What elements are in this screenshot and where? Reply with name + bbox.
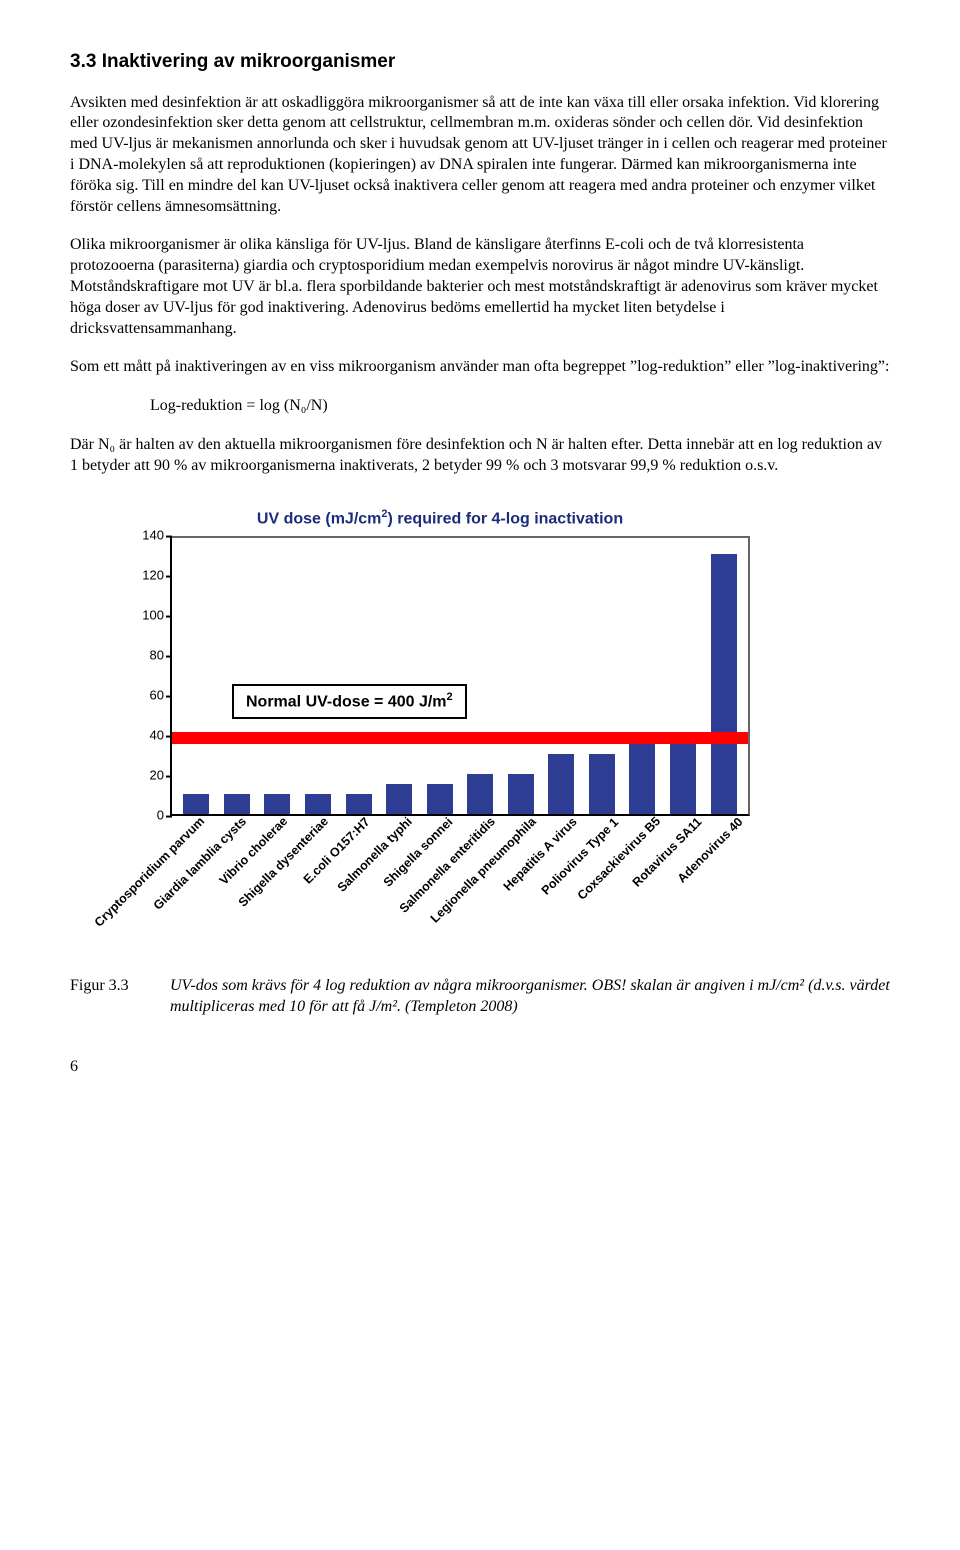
annotation-sup: 2 [447,691,453,703]
y-tick: 140 [130,527,164,544]
figure-caption: Figur 3.3 UV-dos som krävs för 4 log red… [70,976,890,1018]
chart-plot-area: Normal UV-dose = 400 J/m2 02040608010012… [170,536,750,816]
x-label: Hepatitis A virus [500,814,581,895]
y-tick: 40 [130,727,164,744]
bar [305,794,331,814]
bar [264,794,290,814]
y-tick: 0 [130,807,164,824]
bar [386,784,412,814]
y-tick: 120 [130,567,164,584]
bar [670,734,696,814]
y-tick: 20 [130,767,164,784]
paragraph-3: Som ett mått på inaktiveringen av en vis… [70,357,890,378]
figure-text: UV-dos som krävs för 4 log reduktion av … [170,976,890,1018]
uv-dose-chart: UV dose (mJ/cm 2 ) required for 4-log inac… [130,507,750,956]
bar [224,794,250,814]
bar [589,754,615,814]
bar [508,774,534,814]
paragraph-4: Där N₀ är halten av den aktuella mikroor… [70,435,890,477]
plot-frame: Normal UV-dose = 400 J/m2 [170,536,750,816]
chart-title: UV dose (mJ/cm2) required for 4-log inac… [130,507,750,530]
bar [629,744,655,814]
bar [427,784,453,814]
page-number: 6 [70,1057,890,1078]
paragraph-1: Avsikten med desinfektion är att oskadli… [70,93,890,218]
bar [346,794,372,814]
annotation-box: Normal UV-dose = 400 J/m2 [232,684,467,719]
annotation-text: Normal UV-dose = 400 J/m [246,693,447,710]
figure-number: Figur 3.3 [70,976,170,1018]
y-tick: 60 [130,687,164,704]
section-heading: 3.3 Inaktivering av mikroorganismer [70,50,890,75]
bar [711,554,737,814]
chart-title-pre: UV dose (mJ/cm [257,510,381,527]
bars-container [172,538,748,814]
paragraph-2: Olika mikroorganismer är olika känsliga … [70,235,890,339]
x-labels: Cryptosporidium parvumGiardia lamblia cy… [170,816,750,956]
bar [548,754,574,814]
y-tick: 80 [130,647,164,664]
chart-title-post: ) required for 4-log inactivation [388,510,624,527]
bar [467,774,493,814]
y-tick: 100 [130,607,164,624]
bar [183,794,209,814]
formula: Log-reduktion = log (N₀/N) [150,396,890,417]
red-threshold-band [172,732,748,744]
